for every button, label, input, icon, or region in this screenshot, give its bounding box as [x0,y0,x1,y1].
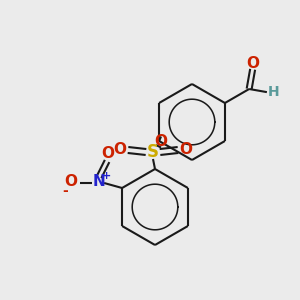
Text: -: - [62,184,68,198]
Text: O: O [113,142,127,157]
Text: S: S [147,143,159,161]
Text: +: + [101,171,111,181]
Text: O: O [179,142,193,157]
Text: H: H [268,85,280,99]
Text: O: O [102,146,115,160]
Text: O: O [64,175,78,190]
Text: O: O [246,56,259,71]
Text: N: N [93,175,106,190]
Text: O: O [154,134,167,149]
